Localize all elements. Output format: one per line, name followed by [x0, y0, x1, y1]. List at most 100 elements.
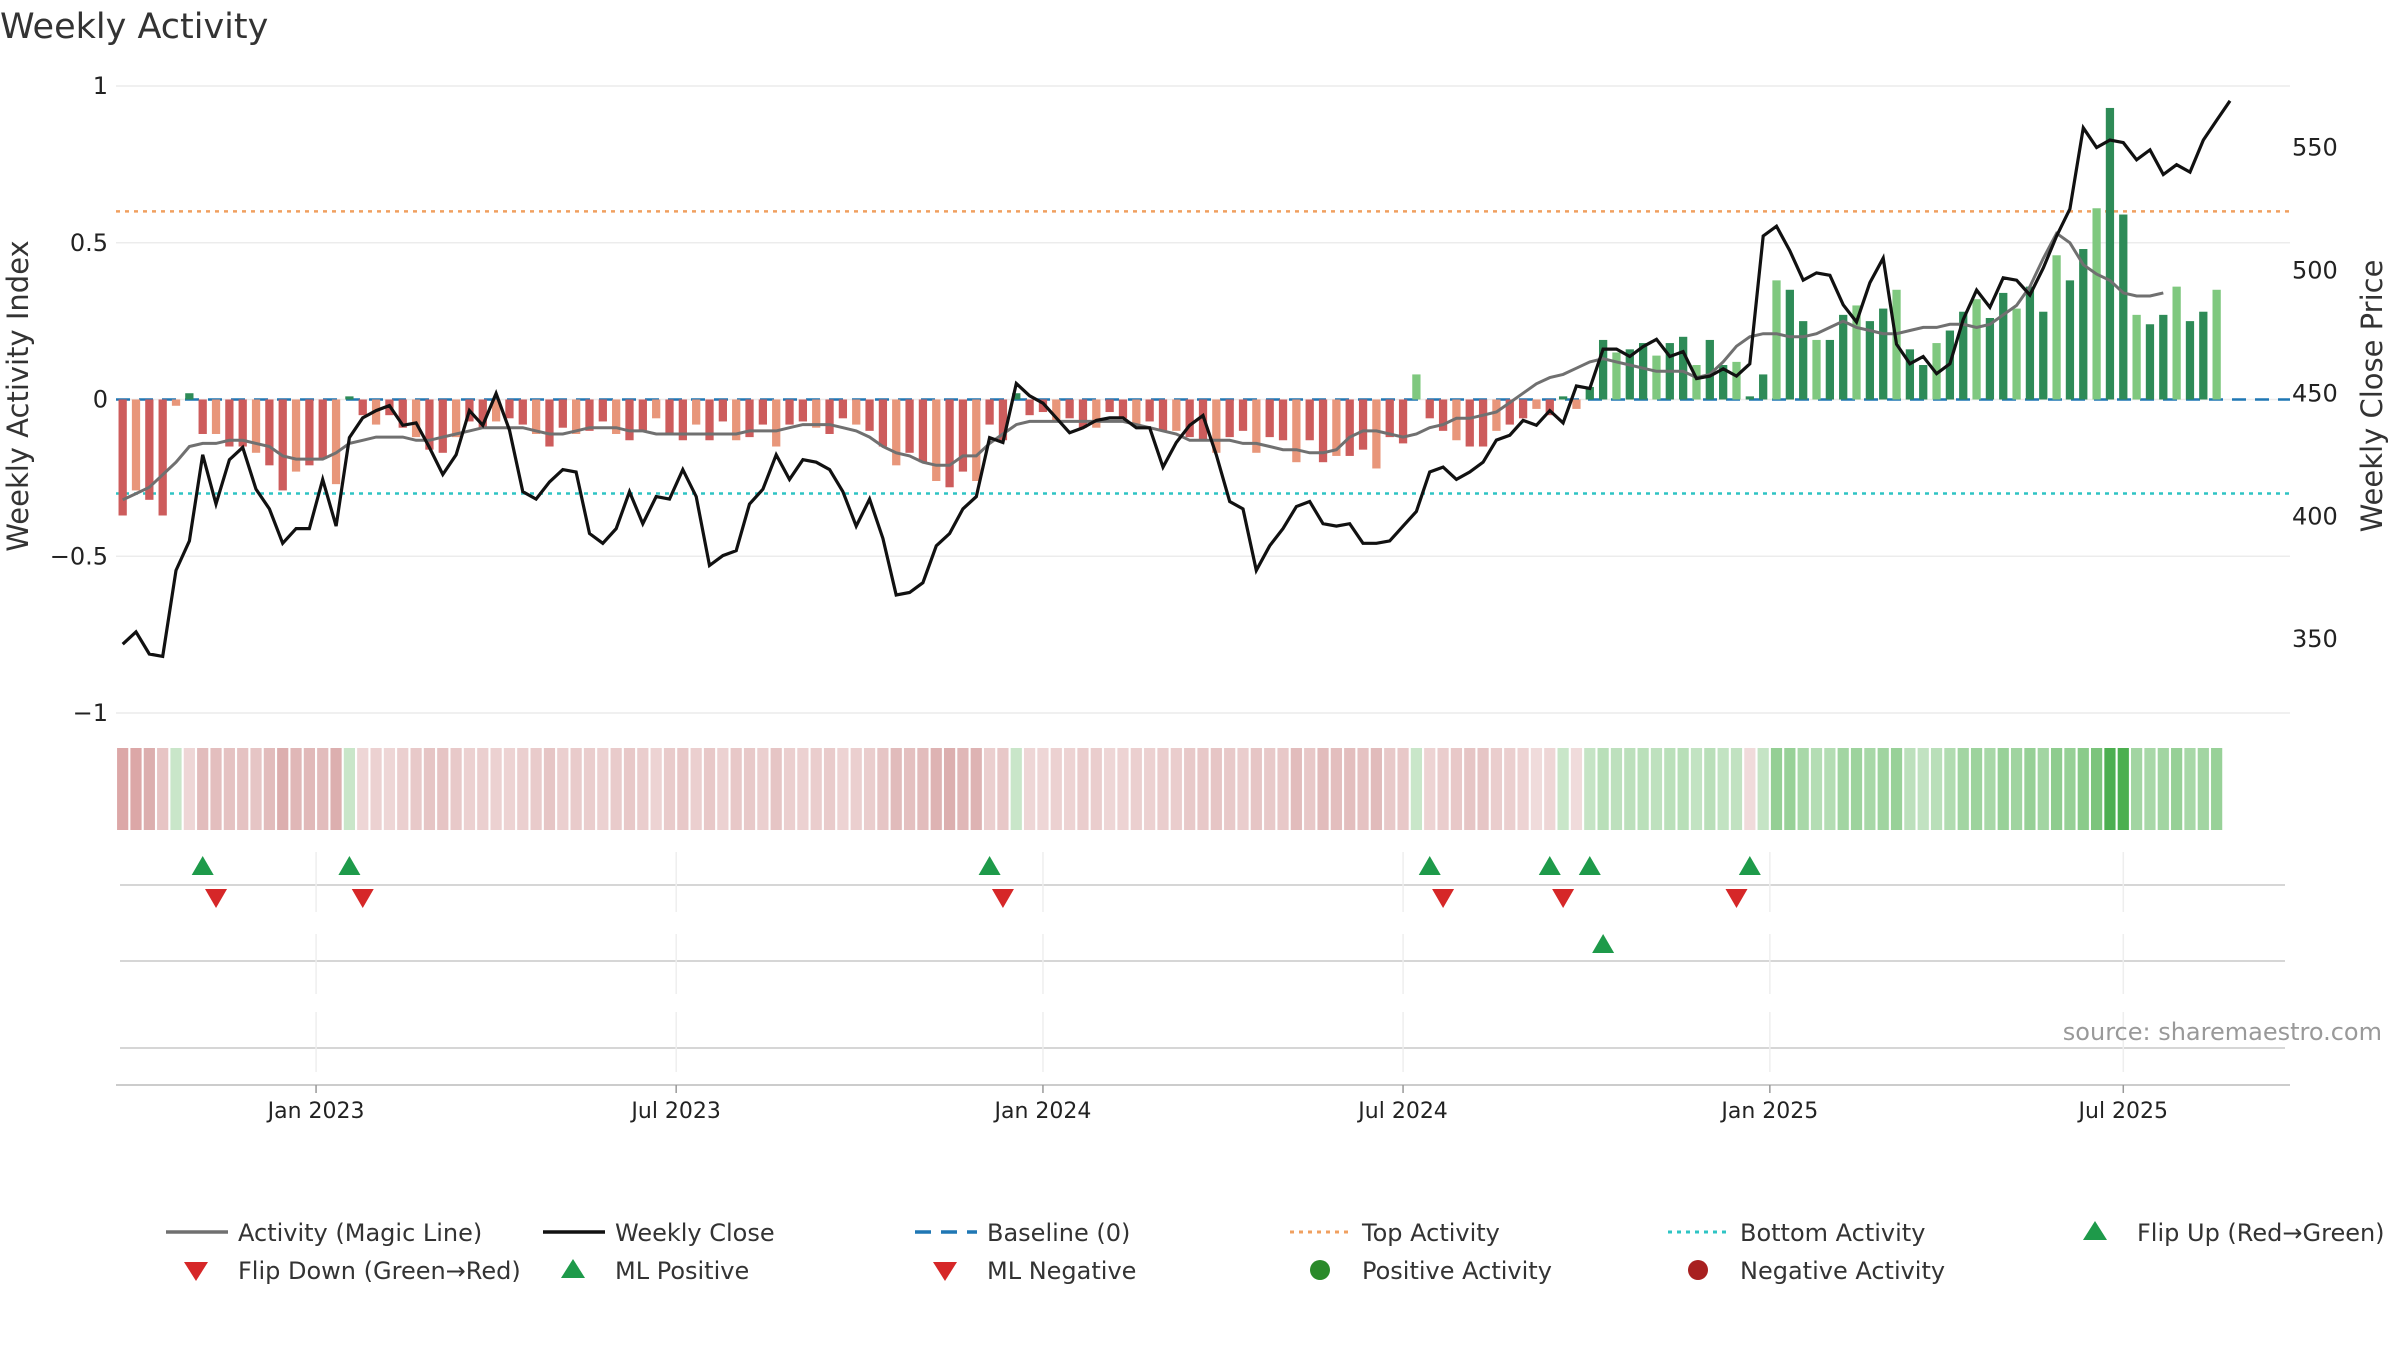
strip-cell: [1330, 748, 1342, 830]
legend-label: Negative Activity: [1740, 1257, 1945, 1285]
strip-cell: [837, 748, 849, 830]
strip-cell: [1317, 748, 1329, 830]
activity-bar: [318, 399, 327, 460]
activity-bar: [1985, 317, 1995, 400]
strip-cell: [1024, 748, 1036, 830]
activity-bar: [1972, 299, 1981, 400]
activity-bar: [1532, 399, 1541, 409]
left-tick-label: 1: [93, 72, 108, 100]
strip-cell: [277, 748, 289, 830]
strip-cell: [2037, 748, 2049, 830]
strip-cell: [237, 748, 249, 830]
strip-cell: [1010, 748, 1022, 830]
activity-bar: [1612, 352, 1621, 400]
strip-cell: [1104, 748, 1116, 830]
strip-cell: [1410, 748, 1423, 830]
strip-cell: [2050, 748, 2063, 830]
strip-cell: [783, 748, 796, 830]
source-note: source: sharemaestro.com: [2063, 1018, 2382, 1046]
strip-cell: [157, 748, 169, 830]
strip-cell: [1277, 748, 1289, 830]
activity-bar: [932, 399, 941, 482]
strip-cell: [343, 748, 356, 830]
strip-cell: [810, 748, 822, 830]
activity-bar: [265, 399, 274, 466]
strip-cell: [397, 748, 409, 830]
strip-cell: [477, 748, 489, 830]
x-tick-label: Jul 2023: [629, 1099, 721, 1124]
activity-bar: [1052, 399, 1061, 422]
activity-bar: [145, 399, 154, 500]
strip-cell: [637, 748, 649, 830]
activity-bar: [612, 399, 621, 434]
activity-bar: [2065, 280, 2075, 400]
legend-label: Baseline (0): [987, 1219, 1130, 1247]
strip-cell: [957, 748, 969, 830]
strip-cell: [1424, 748, 1436, 830]
activity-bar: [852, 399, 861, 425]
strip-cell: [370, 748, 382, 830]
strip-cell: [823, 748, 836, 830]
legend-swatch: [1310, 1260, 1330, 1280]
right-tick-label: 550: [2292, 133, 2338, 161]
strip-cell: [2131, 748, 2143, 830]
strip-cell: [1210, 748, 1222, 830]
activity-bar: [798, 399, 808, 422]
activity-bar: [2119, 214, 2128, 400]
activity-bar: [1505, 399, 1514, 425]
activity-bar: [2159, 314, 2168, 400]
right-tick-label: 350: [2292, 625, 2338, 653]
activity-bar: [1745, 396, 1754, 400]
activity-bar: [2025, 286, 2035, 400]
activity-bar: [812, 399, 821, 428]
right-tick-label: 500: [2292, 256, 2338, 284]
activity-bar: [1185, 399, 1194, 438]
activity-bar: [1265, 399, 1274, 438]
strip-cell: [117, 748, 129, 830]
activity-bar: [2132, 314, 2141, 400]
strip-cell: [570, 748, 582, 830]
activity-bar: [838, 399, 848, 419]
activity-bar: [758, 399, 767, 425]
strip-cell: [183, 748, 195, 830]
x-tick-label: Jan 2025: [1719, 1099, 1818, 1124]
strip-cell: [1304, 748, 1316, 830]
activity-bar: [718, 399, 727, 422]
strip-cell: [1970, 748, 1983, 830]
legend-label: ML Positive: [615, 1257, 749, 1285]
activity-bar: [2052, 255, 2061, 400]
strip-cell: [1050, 748, 1062, 830]
strip-cell: [850, 748, 862, 830]
strip-cell: [930, 748, 942, 830]
strip-cell: [903, 748, 916, 830]
legend-label: Weekly Close: [615, 1219, 775, 1247]
flip-up-marker: [338, 856, 361, 875]
strip-cell: [2211, 748, 2223, 830]
strip-cell: [1544, 748, 1556, 830]
strip-cell: [263, 748, 275, 830]
strip-cell: [557, 748, 569, 830]
activity-bar: [2172, 286, 2181, 400]
strip-cell: [743, 748, 756, 830]
activity-bar: [1332, 399, 1341, 456]
strip-cell: [503, 748, 516, 830]
strip-cell: [770, 748, 782, 830]
legend-label: Bottom Activity: [1740, 1219, 1925, 1247]
activity-bar: [425, 399, 434, 450]
strip-cell: [1664, 748, 1676, 830]
activity-bar: [1759, 374, 1768, 400]
activity-bar: [198, 399, 207, 434]
strip-cell: [330, 748, 342, 830]
activity-bar: [451, 399, 461, 438]
strip-cell: [143, 748, 155, 830]
activity-bar: [918, 399, 928, 463]
strip-cell: [1890, 748, 1903, 830]
strip-cell: [757, 748, 769, 830]
strip-cell: [877, 748, 889, 830]
activity-bar: [985, 399, 994, 425]
activity-bar: [1785, 289, 1794, 400]
strip-cell: [650, 748, 662, 830]
chart-lines: [121, 99, 2232, 659]
activity-bar: [211, 399, 221, 434]
activity-bar: [358, 399, 367, 416]
